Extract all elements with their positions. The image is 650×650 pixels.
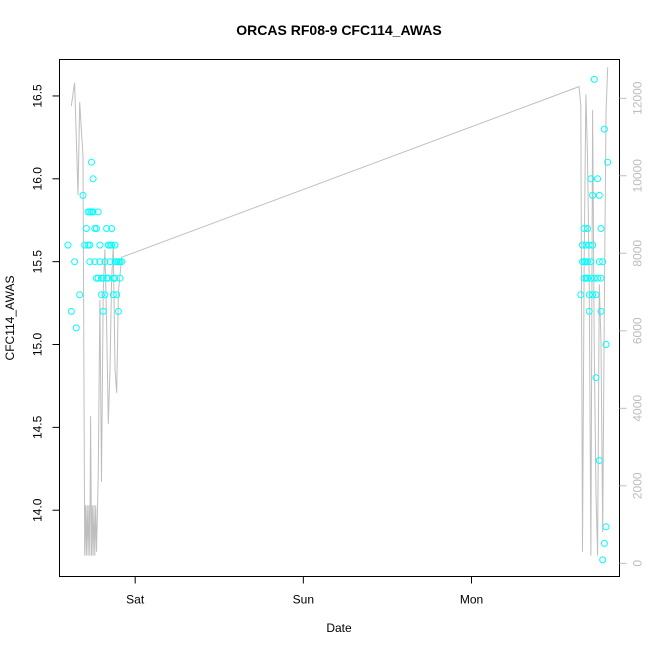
data-point [589,191,597,199]
y-left-tick-label: 15.0 [31,333,45,357]
y-left-tick-label: 16.0 [31,167,45,191]
data-point [602,523,610,531]
data-point [577,291,585,299]
data-point [599,258,607,266]
y-right-tick-label: 4000 [631,395,645,422]
data-point [113,291,121,299]
x-tick-label: Sat [126,593,145,607]
data-point [104,274,112,282]
y-right-tick-label: 10000 [631,159,645,193]
x-axis-label: Date [326,621,352,635]
data-point [91,258,99,266]
y-left-tick-label: 14.0 [31,498,45,522]
data-point [592,374,600,382]
data-point [597,307,605,315]
data-point [600,125,608,133]
data-point [597,225,605,232]
data-point [595,457,603,464]
y-right-tick-label: 8000 [631,240,645,267]
y-axis-label: CFC114_AWAS [3,276,17,361]
data-point [584,274,591,282]
data-point [76,291,84,299]
data-point [111,274,119,282]
data-point [64,241,72,249]
data-point [589,241,597,249]
y-right-tick-label: 12000 [631,81,645,115]
data-point [108,241,116,249]
data-point [108,225,116,232]
y-right-tick-label: 2000 [631,472,645,499]
data-point [101,291,109,299]
data-point [72,324,80,332]
data-point [86,258,94,266]
plot-frame [59,59,620,577]
data-point [579,241,586,249]
data-point [71,258,79,266]
data-point [96,258,104,266]
data-point [599,556,607,564]
data-point [595,191,603,199]
x-tick-label: Mon [460,593,483,607]
data-point [81,241,89,249]
data-point [602,341,610,348]
data-point [595,258,603,266]
data-point [89,175,97,183]
data-point [94,274,102,282]
data-point [98,291,105,299]
series-line [70,67,609,556]
data-point [587,258,595,266]
data-point [86,241,94,249]
data-point [585,307,593,315]
data-point [592,291,600,299]
data-point [93,225,100,232]
series-line-layer [70,67,609,556]
data-point [584,225,591,232]
data-point [585,291,593,299]
data-point [114,307,122,315]
data-point [600,539,608,547]
data-point [109,291,117,299]
chart-title: ORCAS RF08-9 CFC114_AWAS [236,22,441,38]
data-point [101,258,109,266]
y-left-tick-label: 15.5 [31,250,45,274]
data-point [594,274,602,282]
data-point [590,75,598,83]
data-point [590,274,598,282]
data-point [584,258,591,266]
series-points-layer [64,75,612,564]
data-point [94,208,102,216]
data-point [116,274,124,282]
data-point [82,225,90,232]
data-point [587,175,595,183]
data-point [582,241,590,249]
y-right-tick-label: 6000 [631,317,645,344]
data-point [99,274,107,282]
data-point [597,274,605,282]
data-point [589,291,597,299]
data-point [604,158,612,166]
data-point [99,307,107,315]
data-point [580,225,588,232]
data-point [103,225,111,232]
y-left-tick-label: 14.5 [31,415,45,439]
y-right-tick-label: 0 [631,560,645,567]
y-left-tick-label: 16.5 [31,84,45,108]
data-point [67,307,75,315]
data-point [106,258,114,266]
y-axis-left: 14.0 14.5 15.0 15.5 16.0 16.5 [31,84,60,522]
data-point [96,241,104,249]
data-point [118,258,126,266]
data-point [79,191,87,199]
data-point [89,208,97,216]
y-axis-right: 0 2000 4000 6000 8000 10000 12000 [619,81,645,567]
data-point [594,175,602,183]
x-axis: Sat Sun Mon [126,576,483,607]
data-point [111,241,119,249]
x-tick-label: Sun [293,593,314,607]
data-point [585,241,593,249]
data-point [88,158,95,166]
data-point [587,274,595,282]
